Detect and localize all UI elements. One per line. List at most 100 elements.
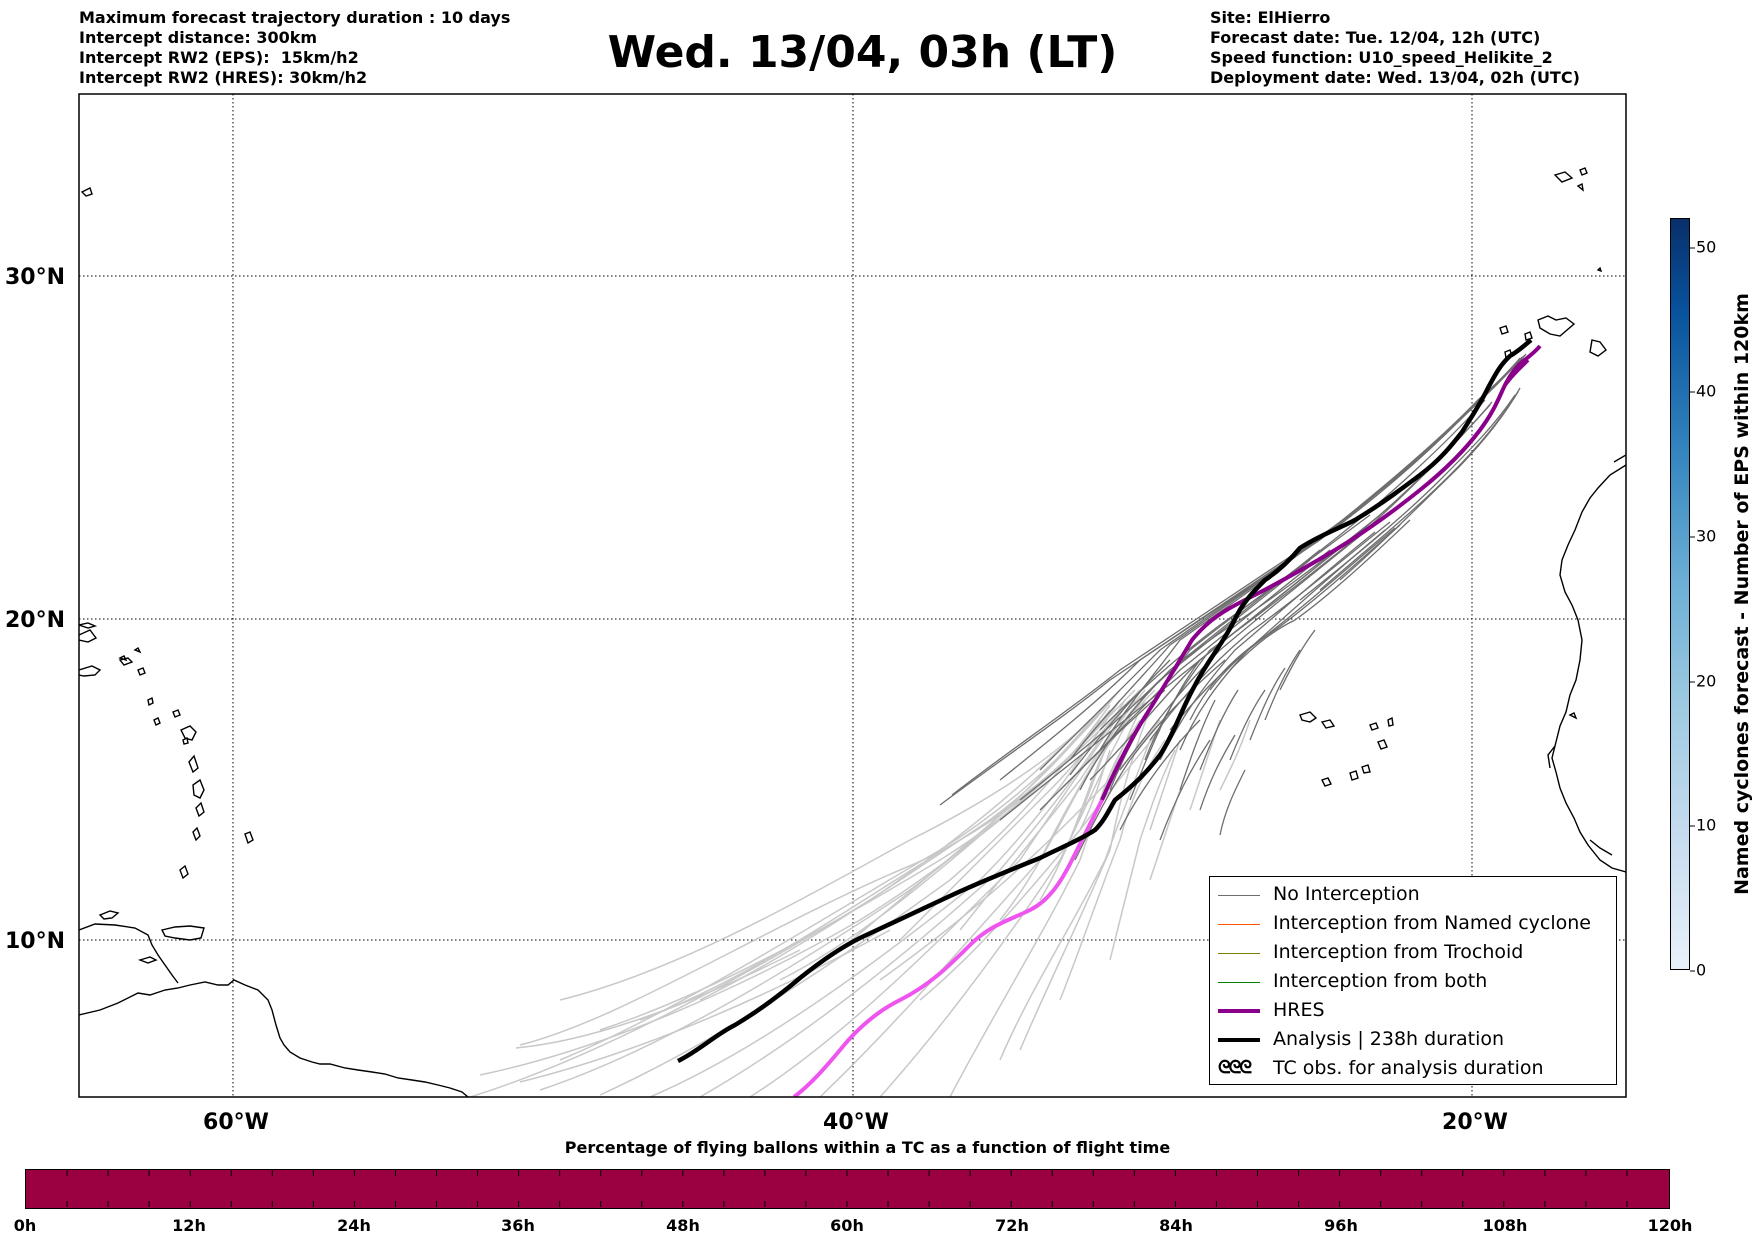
- coast-isl-a: [118, 655, 128, 662]
- coast-madeira-3: [1576, 182, 1584, 192]
- header-right-line: Deployment date: Wed. 13/04, 02h (UTC): [1210, 68, 1580, 87]
- legend-item-both: Interception from both: [1210, 968, 1616, 997]
- eps-trajectories-light: [469, 679, 1251, 1097]
- colorbar-tick: 50: [1689, 237, 1717, 257]
- legend-item-tc-obs: ᘓᘓᘓ TC obs. for analysis duration: [1210, 1055, 1616, 1084]
- legend-swatch: [1218, 1009, 1260, 1013]
- coast-hispaniola: [79, 629, 98, 643]
- legend-swatch: [1218, 982, 1260, 983]
- coast-stlucia: [195, 801, 205, 818]
- flight-time-tick: 36h: [501, 1216, 535, 1235]
- hres-trajectory-start: [1503, 344, 1542, 386]
- flight-time-tick: 12h: [172, 1216, 206, 1235]
- colorbar-tick: 20: [1689, 671, 1717, 691]
- coast-capeverde-8: [1387, 716, 1394, 727]
- coast-tobago: [137, 956, 158, 964]
- coast-stkitts: [147, 696, 154, 707]
- legend-label: Interception from both: [1273, 970, 1488, 992]
- coast-anguilla: [137, 667, 146, 676]
- coast-guadeloupe: [180, 725, 197, 741]
- coast-antigua: [172, 709, 181, 718]
- flight-time-bar-ticks: [66, 1170, 1628, 1207]
- colorbar-tick: 10: [1689, 815, 1717, 835]
- lon-label-20w: 20°W: [1442, 1110, 1508, 1135]
- legend-swatch: [1218, 924, 1260, 925]
- legend-item-analysis: Analysis | 238h duration: [1210, 1026, 1616, 1055]
- legend-label: No Interception: [1273, 883, 1420, 905]
- coast-dominica: [188, 754, 199, 774]
- coast-canary-1: [1537, 315, 1576, 337]
- legend: No Interception Interception from Named …: [1209, 876, 1617, 1085]
- coast-trinidad: [160, 925, 205, 941]
- flight-time-tick: 72h: [995, 1216, 1029, 1235]
- coast-africa-bulge: [1547, 745, 1556, 769]
- legend-swatch: [1218, 895, 1260, 896]
- coast-martinique: [192, 778, 205, 799]
- coast-barbuda: [182, 736, 189, 745]
- coast-puerto-rico: [79, 665, 102, 677]
- coast-south-america: [79, 979, 469, 1097]
- legend-label: Interception from Trochoid: [1273, 941, 1524, 963]
- flight-time-tick: 108h: [1482, 1216, 1528, 1235]
- coast-capeverde-6: [1349, 770, 1359, 781]
- coast-capeverde-4: [1377, 739, 1388, 750]
- flight-time-tick: 60h: [830, 1216, 864, 1235]
- analysis-trajectory: [676, 338, 1533, 1064]
- coast-capeverde-2: [1320, 719, 1336, 729]
- flight-time-tick: 96h: [1324, 1216, 1358, 1235]
- legend-label: TC obs. for analysis duration: [1273, 1057, 1544, 1079]
- legend-item-hres: HRES: [1210, 997, 1616, 1026]
- coast-africa-upper: [1613, 454, 1626, 463]
- coast-capeverde-3: [1369, 722, 1379, 731]
- flight-time-tick: 24h: [337, 1216, 371, 1235]
- legend-item-trochoid: Interception from Trochoid: [1210, 939, 1616, 968]
- tc-symbol-icon: ᘓᘓᘓ: [1218, 1057, 1252, 1078]
- page-title: Wed. 13/04, 03h (LT): [607, 27, 1118, 78]
- coast-grenada: [179, 864, 189, 880]
- eps-trajectories-dark: [939, 353, 1527, 861]
- legend-label: Analysis | 238h duration: [1273, 1028, 1505, 1050]
- coast-isl-b: [133, 646, 142, 654]
- header-left: Maximum forecast trajectory duration : 1…: [79, 8, 510, 88]
- lat-label-10n: 10°N: [5, 929, 65, 954]
- hres-trajectory-late: [792, 799, 1104, 1097]
- coast-venezuela: [79, 923, 179, 984]
- hres-trajectory: [1100, 358, 1530, 801]
- header-right-line: Speed function: U10_speed_Helikite_2: [1210, 48, 1553, 67]
- coast-canary-3: [1499, 325, 1509, 335]
- coast-capeverde-7: [1361, 764, 1371, 774]
- lat-label-30n: 30°N: [5, 265, 65, 290]
- header-right-line: Forecast date: Tue. 12/04, 12h (UTC): [1210, 28, 1541, 47]
- coast-senegal: [1589, 839, 1613, 856]
- legend-swatch: [1218, 1038, 1260, 1042]
- flight-time-tick: 84h: [1159, 1216, 1193, 1235]
- header-right-line: Site: ElHierro: [1210, 8, 1331, 27]
- legend-label: Interception from Named cyclone: [1273, 912, 1591, 934]
- legend-label: HRES: [1273, 999, 1325, 1021]
- colorbar-tick: 40: [1689, 381, 1717, 401]
- coast-capeverde-1: [1299, 711, 1318, 723]
- flight-time-tick: 120h: [1647, 1216, 1693, 1235]
- coast-cuba: [79, 622, 98, 629]
- map-frame: [78, 93, 1627, 1098]
- lon-label-60w: 60°W: [203, 1110, 269, 1135]
- legend-swatch: [1218, 953, 1260, 954]
- flight-time-bar-label: Percentage of flying ballons within a TC…: [564, 1138, 1171, 1157]
- colorbar-tick: 0: [1689, 960, 1707, 980]
- header-left-line: Intercept RW2 (EPS): 15km/h2: [79, 48, 359, 67]
- coastlines: [79, 167, 1626, 1097]
- colorbar-tick: 30: [1689, 526, 1717, 546]
- coast-capeverde-5: [1321, 777, 1332, 787]
- legend-item-named-cyclone: Interception from Named cyclone: [1210, 910, 1616, 939]
- header-left-line: Intercept RW2 (HRES): 30km/h2: [79, 68, 368, 87]
- coast-montserrat: [153, 717, 161, 726]
- coast-trinidad-2: [98, 910, 120, 920]
- coast-canary-4: [1524, 331, 1533, 341]
- colorbar-label: Named cyclones forecast - Number of EPS …: [1731, 293, 1752, 895]
- coast-bermuda: [80, 187, 93, 197]
- coast-africa-dots: [1568, 712, 1578, 720]
- coast-canary-2: [1589, 339, 1607, 357]
- lon-label-40w: 40°W: [823, 1110, 889, 1135]
- flight-time-tick: 0h: [13, 1216, 37, 1235]
- coast-madeira-2: [1579, 167, 1588, 176]
